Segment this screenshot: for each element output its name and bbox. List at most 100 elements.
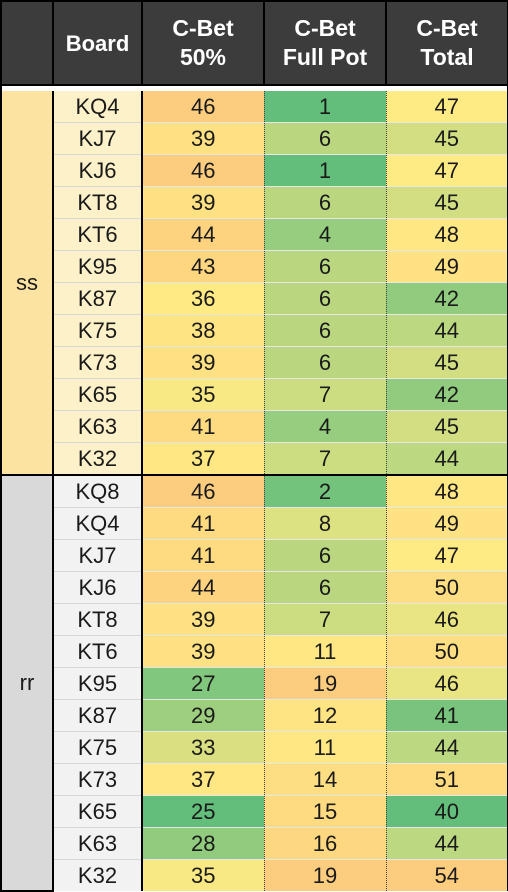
cbet-total-cell: 45	[385, 346, 508, 379]
board-cell: K65	[52, 378, 143, 411]
cbet-total-cell: 49	[385, 507, 508, 540]
cbet-full-cell: 6	[263, 186, 387, 219]
cbet-50-cell: 39	[141, 635, 265, 668]
cbet-total-cell: 42	[385, 378, 508, 411]
board-cell: KT8	[52, 186, 143, 219]
group-label-ss: ss	[0, 91, 54, 476]
table-row: K63 28 16 44	[1, 827, 508, 860]
cbet-full-cell: 7	[263, 442, 387, 476]
table-row: K32 37 7 44	[1, 442, 508, 476]
table-row: KT6 44 4 48	[1, 218, 508, 251]
header-cbet-50: C-Bet 50%	[141, 0, 265, 86]
cbet-total-cell: 44	[385, 827, 508, 860]
board-cell: KJ7	[52, 539, 143, 572]
board-cell: K95	[52, 667, 143, 700]
header-spacer	[0, 85, 508, 91]
board-cell: K75	[52, 314, 143, 347]
cbet-full-cell: 7	[263, 603, 387, 636]
cbet-full-cell: 1	[263, 91, 387, 123]
cbet-total-cell: 51	[385, 763, 508, 796]
table-row: KJ7 39 6 45	[1, 122, 508, 155]
cbet-full-cell: 11	[263, 731, 387, 764]
header-cbet-full-line1: C-Bet	[294, 15, 356, 41]
cbet-50-cell: 37	[141, 763, 265, 796]
cbet-50-cell: 37	[141, 442, 265, 476]
cbet-total-cell: 44	[385, 314, 508, 347]
table-row: K65 25 15 40	[1, 795, 508, 828]
board-cell: KQ8	[52, 474, 143, 508]
cbet-full-cell: 6	[263, 314, 387, 347]
board-cell: K65	[52, 795, 143, 828]
header-cbet-50-line2: 50%	[179, 44, 227, 70]
cbet-50-cell: 39	[141, 186, 265, 219]
table-row: KJ7 41 6 47	[1, 539, 508, 572]
table-row: K32 35 19 54	[1, 859, 508, 891]
table-row: K95 43 6 49	[1, 250, 508, 283]
cbet-full-cell: 12	[263, 699, 387, 732]
board-cell: K63	[52, 410, 143, 443]
cbet-full-cell: 1	[263, 154, 387, 187]
cbet-50-cell: 27	[141, 667, 265, 700]
cbet-total-cell: 47	[385, 91, 508, 123]
table-row: K75 38 6 44	[1, 314, 508, 347]
cbet-full-cell: 6	[263, 282, 387, 315]
board-cell: KJ7	[52, 122, 143, 155]
table-row: KT6 39 11 50	[1, 635, 508, 668]
spacer-cell	[0, 85, 508, 91]
table-row: KT8 39 6 45	[1, 186, 508, 219]
cbet-50-cell: 38	[141, 314, 265, 347]
board-cell: K63	[52, 827, 143, 860]
table-row: rr KQ8 46 2 48	[0, 474, 508, 892]
table-row: KJ6 46 1 47	[1, 154, 508, 187]
cbet-full-cell: 15	[263, 795, 387, 828]
table-row: K87 36 6 42	[1, 282, 508, 315]
board-cell: K95	[52, 250, 143, 283]
cbet-total-cell: 45	[385, 186, 508, 219]
cbet-total-cell: 45	[385, 122, 508, 155]
cbet-full-cell: 14	[263, 763, 387, 796]
cbet-50-cell: 41	[141, 539, 265, 572]
cbet-full-cell: 8	[263, 507, 387, 540]
cbet-full-cell: 6	[263, 539, 387, 572]
cbet-50-cell: 39	[141, 122, 265, 155]
header-cbet-total-line1: C-Bet	[416, 15, 478, 41]
table-row: KJ6 44 6 50	[1, 571, 508, 604]
cbet-total-cell: 48	[385, 474, 508, 508]
group-ss: ss KQ4 46 1 47 KJ7 39 6 45 KJ6 46 1 47 KT8 39 6 45 KT6 44 4…	[0, 91, 508, 476]
board-cell: K73	[52, 763, 143, 796]
board-cell: KQ4	[52, 507, 143, 540]
cbet-50-cell: 25	[141, 795, 265, 828]
table-row: K63 41 4 45	[1, 410, 508, 443]
cbet-total-cell: 46	[385, 603, 508, 636]
cbet-50-cell: 39	[141, 603, 265, 636]
table-row: KQ4 41 8 49	[1, 507, 508, 540]
group-label-rr: rr	[0, 474, 54, 892]
cbet-50-cell: 41	[141, 507, 265, 540]
cbet-total-cell: 41	[385, 699, 508, 732]
cbet-total-cell: 45	[385, 410, 508, 443]
cbet-full-cell: 6	[263, 250, 387, 283]
board-cell: K32	[52, 859, 143, 891]
table-row: KT8 39 7 46	[1, 603, 508, 636]
cbet-full-cell: 11	[263, 635, 387, 668]
cbet-50-cell: 46	[141, 154, 265, 187]
cbet-total-cell: 46	[385, 667, 508, 700]
cbet-full-cell: 4	[263, 410, 387, 443]
board-cell: KJ6	[52, 154, 143, 187]
table-row: K87 29 12 41	[1, 699, 508, 732]
cbet-total-cell: 48	[385, 218, 508, 251]
cbet-50-cell: 41	[141, 410, 265, 443]
header-cbet-50-line1: C-Bet	[172, 15, 234, 41]
group-rr: rr KQ8 46 2 48 KQ4 41 8 49 KJ7 41 6 47 KJ6 44 6 50 KT8 39 7…	[0, 474, 508, 892]
cbet-50-cell: 39	[141, 346, 265, 379]
header-corner-cell	[0, 0, 54, 86]
header-cbet-total-line2: Total	[420, 44, 474, 70]
board-cell: KT8	[52, 603, 143, 636]
cbet-full-cell: 6	[263, 122, 387, 155]
cbet-50-cell: 35	[141, 859, 265, 891]
board-cell: K32	[52, 442, 143, 476]
cbet-total-cell: 50	[385, 635, 508, 668]
cbet-total-cell: 47	[385, 539, 508, 572]
cbet-total-cell: 49	[385, 250, 508, 283]
